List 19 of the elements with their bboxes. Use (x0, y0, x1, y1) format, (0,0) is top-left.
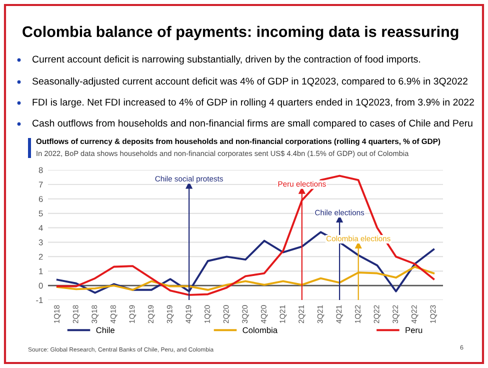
legend-label: Chile (96, 327, 114, 334)
y-tick-label: 7 (38, 182, 43, 188)
text: Current account deficit is narrowing substantially, driven by the contraction of food imports. (32, 55, 420, 65)
text: Cash outflows from households and non-financial firms are small compared to cases of Chile and Peru (32, 119, 472, 129)
y-tick-label: 8 (38, 167, 43, 174)
text: FDI is large. Net FDI increased to 4% of GDP in rolling 4 quarters ended in 1Q2023, from 3.9% in 2022 (32, 98, 474, 108)
y-tick-label: 2 (38, 254, 43, 260)
y-tick-label: 0 (38, 282, 43, 289)
y-tick-label: 5 (38, 210, 43, 216)
legend-label: Peru (406, 327, 422, 334)
legend-label: Colombia (242, 327, 278, 334)
y-tick-label: -1 (36, 297, 43, 304)
text: Seasonally-adjusted current account deficit was 4% of GDP in 1Q2023, compared to 6.9% in 3Q2022 (32, 77, 468, 87)
chart-title: Colombia balance of payments: incoming data is reassuring (22, 26, 458, 40)
y-tick-label: 4 (38, 225, 43, 231)
y-tick-label: 1 (39, 268, 43, 274)
y-tick-label: 6 (38, 196, 43, 202)
line-series (56, 174, 435, 296)
y-tick-label: 3 (38, 239, 43, 246)
